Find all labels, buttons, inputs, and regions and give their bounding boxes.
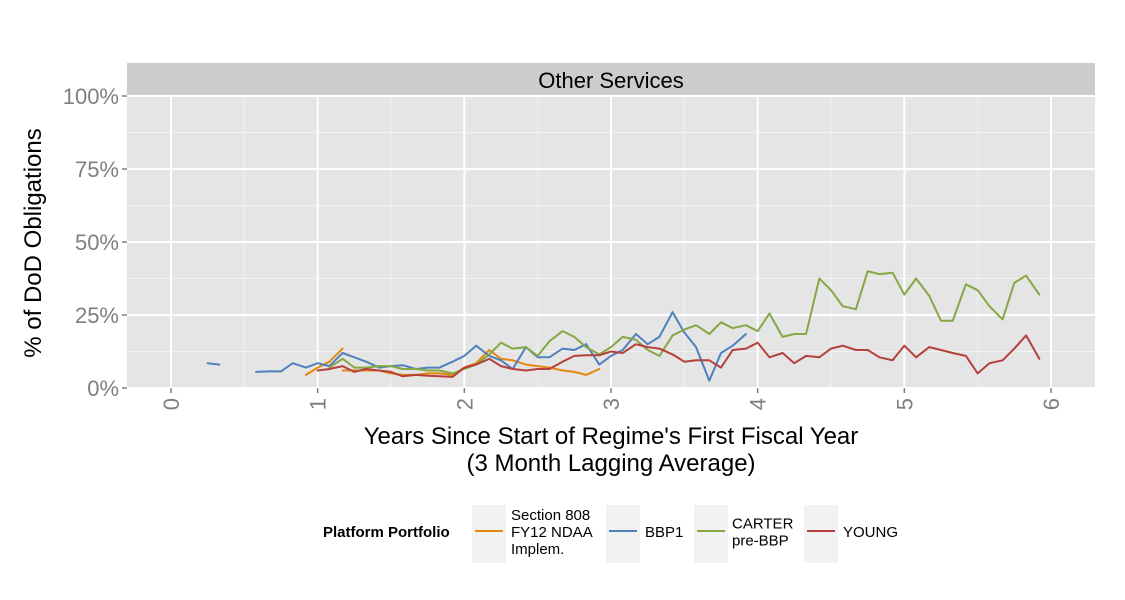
series-layer bbox=[206, 270, 1041, 382]
legend-label-line: YOUNG bbox=[843, 524, 898, 541]
strip-background bbox=[127, 63, 1095, 96]
x-tick-label: 0 bbox=[159, 398, 184, 410]
legend-label: CARTER pre-BBP bbox=[732, 516, 794, 550]
x-axis-subtitle: (3 Month Lagging Average) bbox=[466, 450, 755, 477]
legend-label: YOUNG bbox=[843, 524, 898, 541]
y-tick-label: 75% bbox=[75, 157, 119, 182]
x-axis-title: Years Since Start of Regime's First Fisc… bbox=[364, 423, 859, 450]
x-tick-label: 6 bbox=[1039, 398, 1064, 410]
legend-label-line: BBP1 bbox=[645, 524, 683, 541]
y-tick-label: 50% bbox=[75, 230, 119, 255]
y-tick-label: 25% bbox=[75, 303, 119, 328]
y-tick-label: 100% bbox=[63, 84, 119, 109]
legend-label: BBP1 bbox=[645, 524, 683, 541]
legend: Platform Portfolio Section 808 FY12 NDAA I… bbox=[323, 505, 898, 563]
y-axis: 0% 25% 50% 75% 100% bbox=[63, 84, 127, 401]
series-line-1 bbox=[206, 362, 221, 366]
legend-key-bg bbox=[606, 505, 640, 563]
legend-label-line: Implem. bbox=[511, 541, 564, 558]
legend-key-bg bbox=[472, 505, 506, 563]
x-tick-label: 4 bbox=[746, 398, 771, 410]
legend-label-line: Section 808 bbox=[511, 507, 590, 524]
legend-label-line: pre-BBP bbox=[732, 533, 789, 550]
series-line-3 bbox=[316, 334, 1041, 378]
panel-title: Other Services bbox=[538, 68, 684, 93]
x-tick-label: 1 bbox=[306, 398, 331, 410]
legend-label-line: CARTER bbox=[732, 516, 794, 533]
legend-key-bg bbox=[804, 505, 838, 563]
x-axis: 0 1 2 3 4 5 6 bbox=[159, 388, 1064, 410]
legend-key-bg bbox=[694, 505, 728, 563]
y-axis-title: % of DoD Obligations bbox=[20, 128, 47, 357]
x-tick-label: 2 bbox=[452, 398, 477, 410]
series-line-1 bbox=[255, 311, 747, 382]
x-tick-label: 3 bbox=[599, 398, 624, 410]
x-tick-label: 5 bbox=[892, 398, 917, 410]
legend-label-line: FY12 NDAA bbox=[511, 524, 593, 541]
legend-label: Section 808 FY12 NDAA Implem. bbox=[511, 507, 593, 558]
series-line-2 bbox=[328, 270, 1041, 375]
y-tick-label: 0% bbox=[87, 376, 119, 401]
legend-title: Platform Portfolio bbox=[323, 524, 450, 541]
